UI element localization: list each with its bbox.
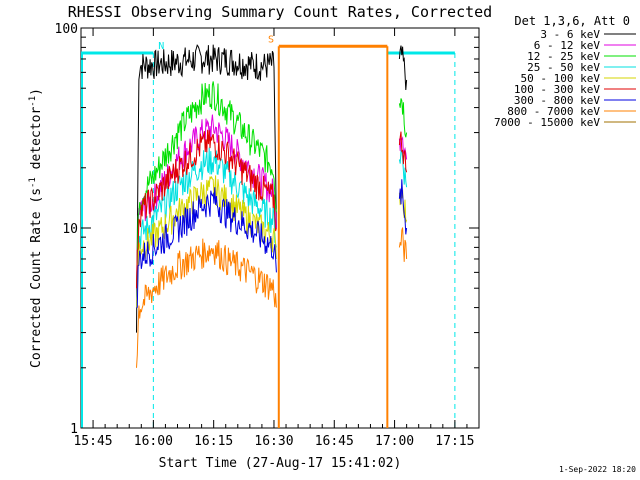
series-line xyxy=(136,187,277,309)
series-line xyxy=(398,98,408,138)
series-line xyxy=(136,81,277,289)
flag-label: N xyxy=(158,41,164,52)
x-tick-label: 16:00 xyxy=(134,434,173,449)
y-tick-label: 1 xyxy=(70,422,78,437)
x-tick-label: 16:15 xyxy=(194,434,233,449)
legend-label: 12 - 25 keV xyxy=(527,50,600,63)
chart-title: RHESSI Observing Summary Count Rates, Co… xyxy=(68,3,492,21)
series-line xyxy=(136,114,277,289)
y-axis-label-sup2: -1 xyxy=(28,96,38,107)
legend-label: 7000 - 15000 keV xyxy=(494,116,600,129)
plot-frame xyxy=(80,27,480,429)
y-axis-label: Corrected Count Rate (s-1 detector-1) xyxy=(28,88,44,368)
y-axis-label-end: ) xyxy=(29,88,44,96)
series-line xyxy=(136,147,277,308)
legend-label: 6 - 12 keV xyxy=(534,39,601,52)
legend-label: 25 - 50 keV xyxy=(527,61,600,74)
x-axis: 15:45 16:00 16:15 16:30 16:45 17:00 17:15 xyxy=(73,28,474,449)
series-line xyxy=(398,45,408,91)
y-tick-label: 10 xyxy=(62,222,78,237)
series-line xyxy=(398,149,408,188)
y-tick-label: 100 xyxy=(55,22,78,37)
flag-bars: NS xyxy=(81,34,456,428)
series-line xyxy=(136,129,277,289)
x-tick-label: 16:30 xyxy=(254,434,293,449)
y-axis-label-sup1: -1 xyxy=(28,177,38,188)
legend-label: 3 - 6 keV xyxy=(540,28,600,41)
y-axis: 1 10 100 xyxy=(55,22,479,437)
legend-label: 100 - 300 keV xyxy=(514,83,600,96)
x-axis-label: Start Time (27-Aug-17 15:41:02) xyxy=(159,456,402,471)
y-axis-label-mid: detector xyxy=(29,107,44,178)
series-line xyxy=(136,44,277,333)
series-line xyxy=(398,131,408,173)
series-group xyxy=(136,44,408,368)
legend-label: 50 - 100 keV xyxy=(521,72,601,85)
series-line xyxy=(136,238,277,368)
legend-label: 800 - 7000 keV xyxy=(507,105,600,118)
series-line xyxy=(398,227,408,262)
footer-timestamp: 1-Sep-2022 18:20 xyxy=(559,465,636,474)
legend-header: Det 1,3,6, Att 0 xyxy=(514,14,630,28)
flag-label: S xyxy=(268,34,274,45)
x-tick-label: 16:45 xyxy=(315,434,354,449)
x-tick-label: 17:15 xyxy=(435,434,474,449)
y-axis-label-main: Corrected Count Rate (s xyxy=(29,188,44,368)
series-line xyxy=(398,179,408,235)
legend-label: 300 - 800 keV xyxy=(514,94,600,107)
x-tick-label: 17:00 xyxy=(375,434,414,449)
x-tick-label: 15:45 xyxy=(73,434,112,449)
series-line xyxy=(136,175,277,308)
